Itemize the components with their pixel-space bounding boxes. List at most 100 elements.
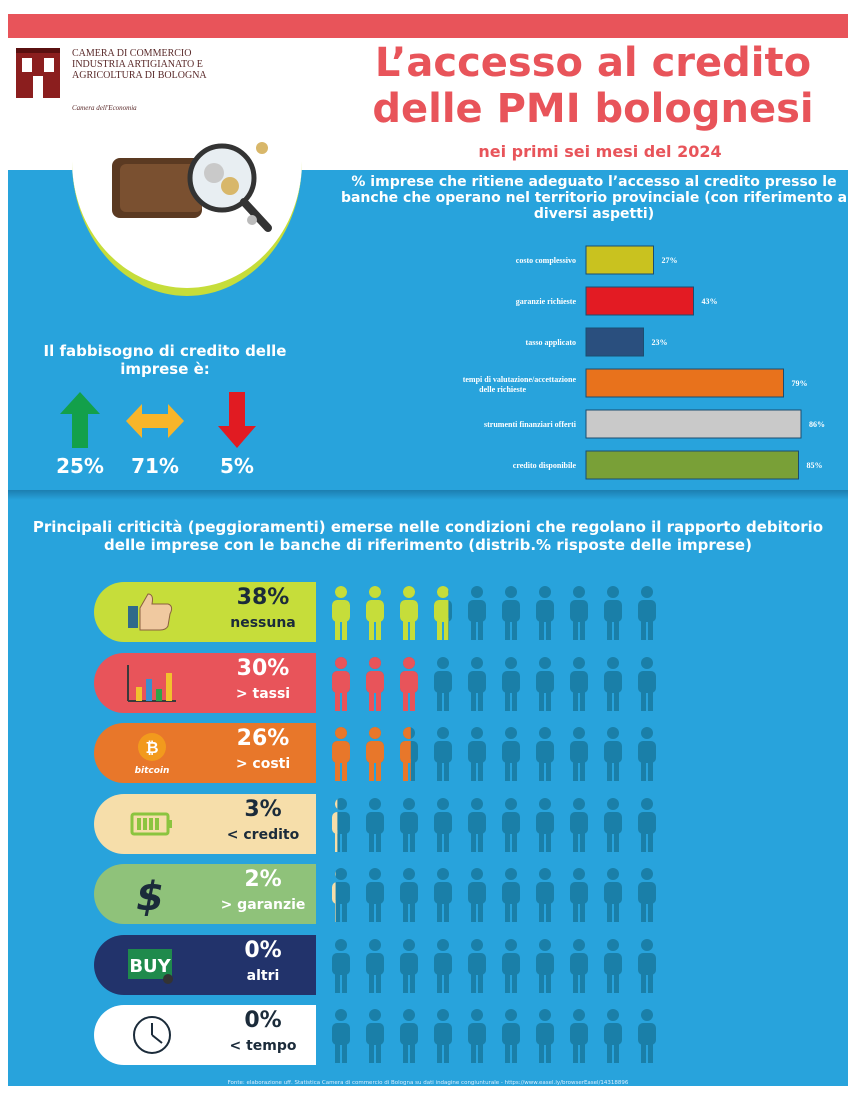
person-icon <box>536 727 554 781</box>
dollar-icon: $ <box>136 874 164 916</box>
person-icon <box>366 797 384 852</box>
bar <box>585 409 802 439</box>
person-icon <box>366 938 384 993</box>
people-pictogram-row <box>332 656 656 711</box>
bar <box>585 245 654 275</box>
logo-line-1: CAMERA DI COMMERCIO <box>72 48 192 59</box>
bar-value-label: 43% <box>702 297 718 306</box>
people-pictogram-row <box>332 586 656 640</box>
chamber-name: CAMERA DI COMMERCIO INDUSTRIA ARTIGIANAT… <box>72 48 222 81</box>
person-icon <box>570 586 588 640</box>
person-icon <box>400 868 418 922</box>
person-icon <box>434 868 452 922</box>
person-icon <box>332 797 350 852</box>
criticality-percent: 0% <box>244 1008 282 1033</box>
bar-category-label: strumenti finanziari offerti <box>484 420 577 429</box>
person-icon <box>366 868 384 922</box>
title-line-2: delle PMI bolognesi <box>372 86 814 132</box>
buy-icon: BUY <box>128 948 173 984</box>
person-icon <box>400 797 418 852</box>
people-pictogram-row <box>332 727 656 781</box>
bar-category-label: tempi di valutazione/accettazione delle r… <box>463 375 577 394</box>
bar <box>585 450 799 480</box>
criticality-label: > tassi <box>235 685 291 702</box>
person-icon <box>536 938 554 993</box>
person-icon <box>332 938 350 993</box>
person-icon <box>604 727 622 781</box>
person-icon <box>366 656 384 711</box>
person-icon <box>332 586 350 640</box>
bar-category-label: tasso applicato <box>526 338 576 347</box>
person-icon <box>536 656 554 711</box>
person-icon <box>468 656 486 711</box>
person-icon <box>536 586 554 640</box>
bar-category-label: costo complessivo <box>516 256 576 265</box>
section-divider <box>8 490 848 500</box>
person-icon <box>366 1009 384 1063</box>
hero-illustration <box>72 110 302 296</box>
person-icon <box>434 1009 452 1063</box>
title-line-1: L’accesso al credito <box>374 40 812 86</box>
chamber-emblem-icon <box>16 48 60 98</box>
person-icon <box>400 938 418 993</box>
person-icon <box>536 797 554 852</box>
person-icon <box>502 797 520 852</box>
criticality-percent: 26% <box>236 726 290 751</box>
criticality-label: nessuna <box>230 615 296 631</box>
person-icon <box>604 938 622 993</box>
person-icon <box>638 1009 656 1063</box>
person-icon <box>604 797 622 852</box>
person-icon <box>434 656 452 711</box>
person-icon <box>502 656 520 711</box>
bar-category-label: credito disponibile <box>513 461 577 470</box>
person-icon <box>570 938 588 993</box>
person-icon <box>604 586 622 640</box>
person-icon <box>434 797 452 852</box>
criticality-percent: 0% <box>244 937 282 963</box>
person-icon <box>502 586 520 640</box>
clock-icon <box>133 1016 171 1054</box>
credit-need-stable-value: 71% <box>131 454 179 478</box>
adequacy-bar-chart: costo complessivo 27% garanzie richieste 43… <box>463 245 825 480</box>
logo-line-2: INDUSTRIA ARTIGIANATO E <box>72 59 203 70</box>
criticality-percent: 2% <box>244 867 282 892</box>
people-pictogram-row <box>332 938 656 993</box>
wallet-magnifier-icon <box>112 142 272 232</box>
credit-need-increase-value: 25% <box>56 454 104 478</box>
bitcoin-icon: ₿ bitcoin <box>135 733 169 775</box>
bar <box>585 368 784 398</box>
person-icon <box>332 1009 350 1063</box>
person-icon <box>400 656 418 711</box>
arrow-left-right-icon <box>126 404 184 438</box>
person-icon <box>468 938 486 993</box>
person-icon <box>366 586 384 640</box>
person-icon <box>434 938 452 993</box>
criticality-row: 38% nessuna <box>94 582 316 642</box>
criticality-label: > garanzie <box>220 897 306 913</box>
criticality-label: < tempo <box>229 1038 297 1054</box>
person-icon <box>468 797 486 852</box>
bar-value-label: 79% <box>792 379 808 388</box>
person-icon <box>400 727 418 781</box>
person-icon <box>638 727 656 781</box>
criticality-percent: 30% <box>236 655 290 681</box>
person-icon <box>638 656 656 711</box>
person-icon <box>332 656 350 711</box>
bar-chart-title: % imprese che ritiene adeguato l’accesso… <box>340 174 848 222</box>
criticality-row: BUY 0% altri <box>94 934 316 995</box>
person-icon <box>570 656 588 711</box>
person-icon <box>434 727 452 781</box>
person-icon <box>502 727 520 781</box>
logo-line-3: AGRICOLTURA DI BOLOGNA <box>72 70 207 81</box>
arrow-up-icon <box>60 392 100 448</box>
criticality-row: $2% > garanzie <box>94 864 316 924</box>
people-pictogram-row <box>332 868 656 922</box>
person-icon <box>638 868 656 922</box>
people-pictogram-row <box>332 1009 656 1063</box>
svg-text:₿: ₿ <box>145 738 158 757</box>
person-icon <box>400 586 418 640</box>
person-icon <box>468 727 486 781</box>
battery-icon <box>130 812 172 835</box>
person-icon <box>638 797 656 852</box>
